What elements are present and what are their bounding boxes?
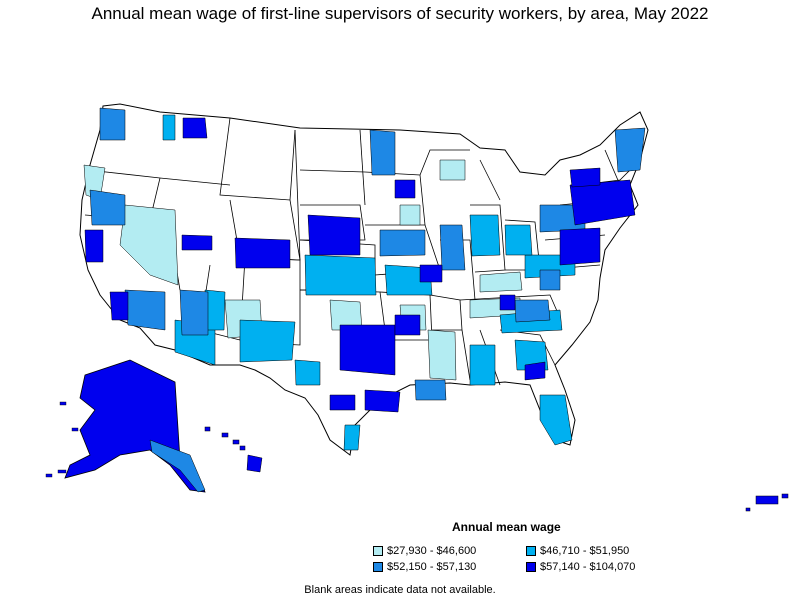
region-charleston <box>524 361 546 381</box>
legend-swatch <box>526 562 536 572</box>
region-florida <box>539 394 573 446</box>
region-bay-area <box>84 229 104 263</box>
legend-item-tier-2: $46,710 - $51,950 <box>526 545 629 557</box>
region-south-texas <box>343 424 361 451</box>
legend-label: $52,150 - $57,130 <box>387 561 477 573</box>
region-washington <box>99 107 126 141</box>
region-ohio <box>504 224 533 256</box>
region-new-mexico <box>239 319 296 363</box>
region-san-antonio <box>329 394 356 411</box>
legend-swatch <box>373 546 383 556</box>
footnote: Blank areas indicate data not available. <box>304 584 496 596</box>
legend-item-tier-4: $57,140 - $104,070 <box>526 561 635 573</box>
region-georgia <box>514 339 549 371</box>
region-ky-east <box>499 294 516 311</box>
region-north-dakota-east <box>369 129 396 176</box>
legend-title: Annual mean wage <box>452 520 561 534</box>
region-central-texas <box>339 324 396 376</box>
region-nevada <box>119 204 179 286</box>
region-wisconsin <box>399 204 421 226</box>
region-nebraska-east <box>307 214 361 256</box>
region-michigan-north <box>439 159 466 181</box>
legend-item-tier-1: $27,930 - $46,600 <box>373 545 476 557</box>
region-mid-atlantic <box>559 227 601 266</box>
region-indiana <box>469 214 501 257</box>
region-oregon <box>89 189 126 226</box>
region-oklahoma <box>394 314 421 336</box>
region-wyoming-west <box>181 234 213 251</box>
region-west-texas <box>294 359 321 386</box>
region-colorado <box>234 237 291 269</box>
choropleth-regions <box>83 107 646 451</box>
region-colorado-west <box>179 289 209 336</box>
puerto-rico <box>745 493 789 512</box>
region-mississippi <box>427 329 457 381</box>
region-la <box>109 291 129 321</box>
region-so-cal <box>124 289 166 331</box>
region-maine <box>614 127 646 173</box>
region-northeast <box>569 179 636 226</box>
hawaii <box>204 426 263 473</box>
legend-label: $46,710 - $51,950 <box>540 545 630 557</box>
region-kentucky <box>479 271 523 293</box>
aleutian-islands <box>45 401 79 478</box>
region-houston <box>364 389 401 413</box>
region-kansas-city <box>419 264 443 283</box>
region-minneapolis <box>394 179 416 199</box>
region-west-va <box>539 269 561 291</box>
region-southeast <box>514 299 551 323</box>
region-ny-upstate <box>569 167 601 188</box>
legend-label: $57,140 - $104,070 <box>540 561 636 573</box>
region-montana-west <box>182 117 208 139</box>
region-louisiana <box>414 379 447 401</box>
region-idaho-north <box>162 114 176 141</box>
map-title: Annual mean wage of first-line superviso… <box>91 4 709 23</box>
region-iowa <box>379 229 426 257</box>
region-kansas <box>304 254 377 296</box>
legend-item-tier-3: $52,150 - $57,130 <box>373 561 476 573</box>
region-illinois <box>439 224 466 271</box>
legend-swatch <box>373 562 383 572</box>
legend-swatch <box>526 546 536 556</box>
region-alabama <box>469 344 496 386</box>
legend-label: $27,930 - $46,600 <box>387 545 477 557</box>
alaska-southeast-region <box>149 439 206 493</box>
